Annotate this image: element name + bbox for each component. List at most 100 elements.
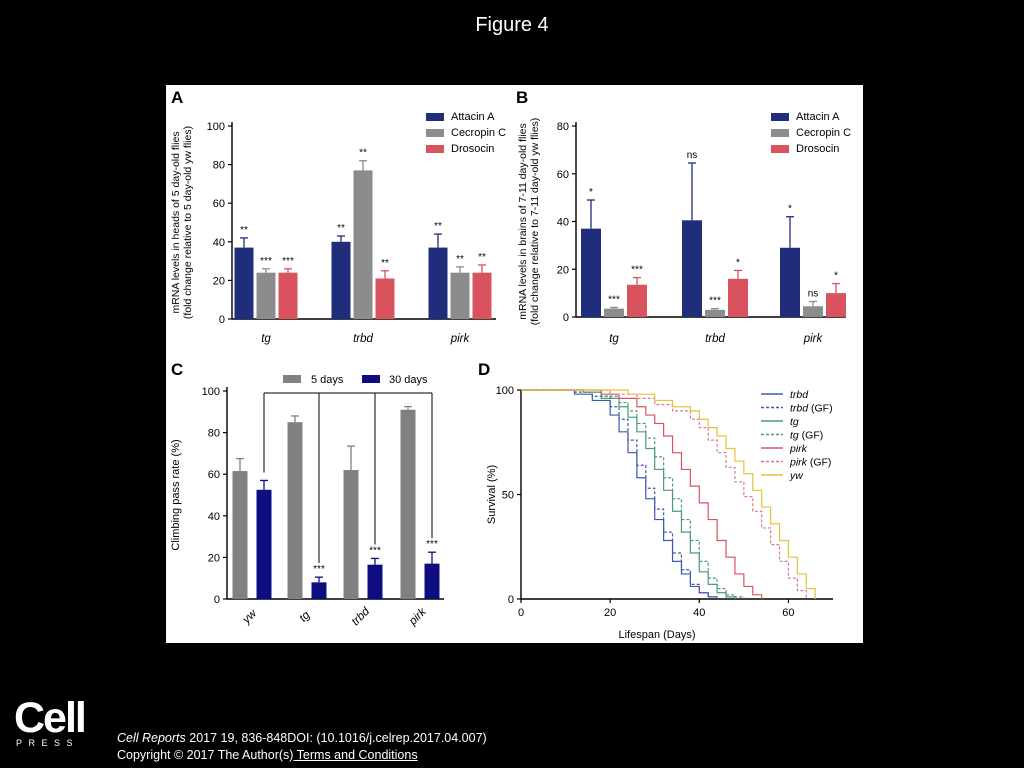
bar bbox=[400, 409, 416, 599]
y-tick-label: 20 bbox=[208, 552, 220, 564]
y-tick-label: 60 bbox=[557, 169, 569, 181]
category-label: tg bbox=[297, 609, 313, 625]
y-tick-label: 100 bbox=[496, 385, 514, 397]
bar bbox=[278, 272, 298, 319]
y-tick-label: 80 bbox=[208, 428, 220, 440]
significance-label: *** bbox=[260, 256, 272, 267]
bar bbox=[705, 309, 725, 317]
y-tick-label: 40 bbox=[557, 217, 569, 229]
significance-label: ** bbox=[359, 148, 367, 159]
legend-label: pirk (GF) bbox=[789, 457, 831, 469]
bar bbox=[472, 272, 492, 319]
significance-label: ** bbox=[478, 252, 486, 263]
significance-label: *** bbox=[709, 296, 721, 307]
bar bbox=[424, 563, 440, 599]
category-label: tg bbox=[609, 333, 619, 345]
x-tick-label: 40 bbox=[693, 607, 705, 619]
bar bbox=[428, 247, 448, 319]
category-label: yw bbox=[240, 607, 260, 627]
panel-letter: C bbox=[171, 360, 183, 379]
bar bbox=[728, 278, 748, 317]
figure-charts: A 0 20 40 60 80 100 mRNA levels in heads of 5 d… bbox=[170, 88, 851, 641]
y-tick-label: 20 bbox=[557, 264, 569, 276]
legend-label: Attacin A bbox=[451, 111, 495, 123]
bar bbox=[287, 422, 303, 599]
x-tick-label: 20 bbox=[604, 607, 616, 619]
bar bbox=[311, 582, 327, 599]
y-tick-label: 20 bbox=[213, 275, 225, 287]
legend-label: Drosocin bbox=[451, 143, 494, 155]
logo-press: PRESS bbox=[16, 738, 80, 748]
survival-curve bbox=[521, 389, 763, 599]
y-axis-label: mRNA levels in brains of 7-11 day-old fl… bbox=[517, 123, 529, 319]
y-axis-label: (fold change relative to 5 day-old yw fl… bbox=[182, 126, 194, 319]
survival-curve bbox=[521, 389, 718, 599]
copyright-line: Copyright © 2017 The Author(s) Terms and… bbox=[117, 748, 418, 762]
significance-label: * bbox=[736, 257, 740, 268]
y-tick-label: 0 bbox=[219, 314, 225, 326]
bar bbox=[331, 241, 351, 319]
category-label: trbd bbox=[705, 333, 725, 345]
legend-swatch bbox=[283, 375, 301, 383]
bar bbox=[256, 272, 276, 319]
legend-swatch bbox=[426, 145, 444, 153]
bar bbox=[353, 170, 373, 319]
bar bbox=[367, 564, 383, 599]
significance-label: *** bbox=[369, 545, 381, 556]
y-axis-label: Climbing pass rate (%) bbox=[170, 439, 182, 550]
significance-label: ** bbox=[381, 258, 389, 269]
significance-label: * bbox=[788, 204, 792, 215]
significance-label: * bbox=[589, 187, 593, 198]
bar bbox=[581, 228, 601, 317]
y-tick-label: 60 bbox=[208, 469, 220, 481]
significance-label: *** bbox=[608, 294, 620, 305]
significance-label: ** bbox=[240, 225, 248, 236]
bar bbox=[375, 278, 395, 319]
bar bbox=[780, 247, 800, 317]
citation-text: 2017 19, 836-848DOI: (10.1016/j.celrep.2… bbox=[185, 731, 487, 745]
category-label: pirk bbox=[406, 605, 429, 628]
figure-title: Figure 4 bbox=[475, 14, 549, 36]
category-label: trbd bbox=[353, 333, 373, 345]
terms-link[interactable]: Terms and Conditions bbox=[293, 748, 418, 762]
legend-label: Drosocin bbox=[796, 143, 839, 155]
legend-label: trbd bbox=[790, 389, 809, 401]
panel-B: B 0 20 40 60 80 mRNA levels in brains of 7-11 … bbox=[516, 88, 851, 345]
y-tick-label: 40 bbox=[213, 237, 225, 249]
y-tick-label: 80 bbox=[213, 160, 225, 172]
y-tick-label: 0 bbox=[214, 594, 220, 606]
legend-swatch bbox=[426, 113, 444, 121]
panel-letter: D bbox=[478, 360, 490, 379]
bar bbox=[627, 284, 647, 317]
citation: Cell Reports 2017 19, 836-848DOI: (10.10… bbox=[117, 731, 487, 745]
category-label: pirk bbox=[450, 333, 471, 345]
legend-swatch bbox=[426, 129, 444, 137]
legend-label: 30 days bbox=[389, 374, 428, 386]
x-tick-label: 60 bbox=[782, 607, 794, 619]
category-label: trbd bbox=[350, 605, 373, 628]
bar bbox=[232, 471, 248, 599]
significance-label: ** bbox=[337, 223, 345, 234]
significance-label: *** bbox=[631, 265, 643, 276]
y-axis-label: Survival (%) bbox=[486, 465, 498, 524]
copyright-text: Copyright © 2017 The Author(s) bbox=[117, 748, 294, 762]
y-tick-label: 80 bbox=[557, 121, 569, 133]
significance-label: ns bbox=[687, 150, 698, 161]
bar bbox=[826, 293, 846, 317]
y-axis-label: (fold change relative to 7-11 day-old yw… bbox=[529, 118, 541, 326]
y-tick-label: 0 bbox=[508, 594, 514, 606]
significance-label: ** bbox=[456, 254, 464, 265]
legend-label: 5 days bbox=[311, 374, 344, 386]
x-axis-label: Lifespan (Days) bbox=[618, 629, 695, 641]
x-tick-label: 0 bbox=[518, 607, 524, 619]
y-tick-label: 0 bbox=[563, 312, 569, 324]
legend-swatch bbox=[362, 375, 380, 383]
category-label: pirk bbox=[803, 333, 824, 345]
y-tick-label: 40 bbox=[208, 511, 220, 523]
figure-panel: A 0 20 40 60 80 100 mRNA levels in heads of 5 d… bbox=[166, 85, 863, 643]
y-tick-label: 50 bbox=[502, 490, 514, 502]
legend-label: tg bbox=[790, 416, 799, 428]
significance-label: *** bbox=[282, 256, 294, 267]
panel-letter: B bbox=[516, 88, 528, 107]
legend-label: pirk bbox=[789, 443, 808, 455]
